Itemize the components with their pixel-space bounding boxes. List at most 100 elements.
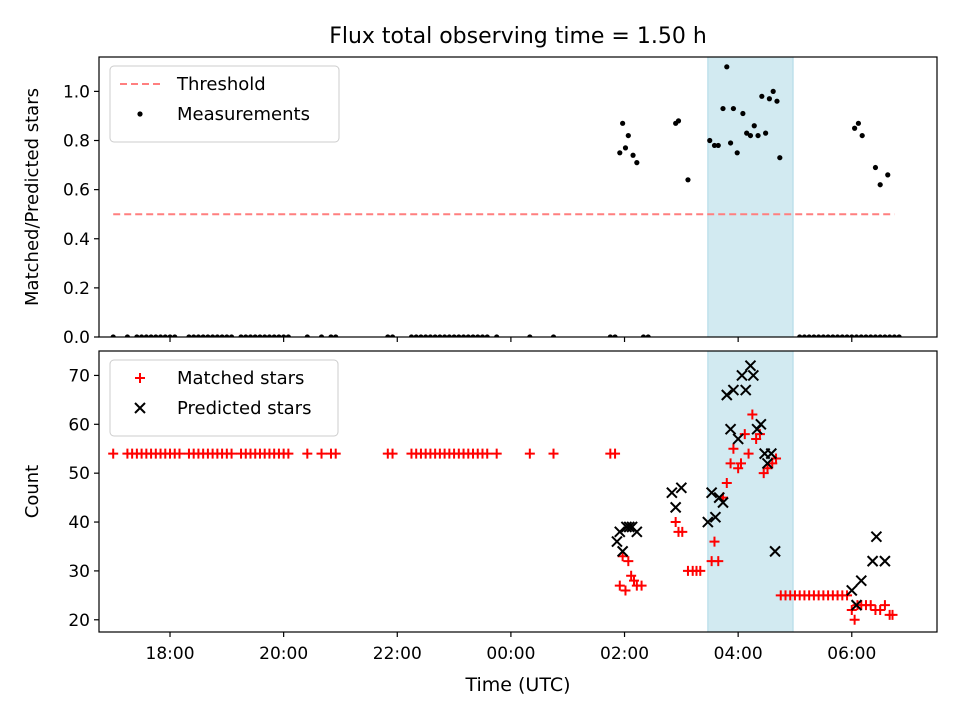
data-point — [872, 334, 879, 337]
data-point — [285, 334, 291, 337]
plus-point — [879, 600, 890, 611]
data-point — [162, 334, 168, 337]
data-point — [167, 334, 173, 337]
x-axis-label: Time (UTC) — [464, 674, 570, 696]
data-point — [243, 334, 249, 337]
data-point — [228, 334, 235, 337]
plus-point — [482, 448, 493, 459]
data-point — [423, 334, 429, 337]
y-tick-label: 50 — [68, 464, 90, 484]
data-point — [214, 334, 220, 337]
data-point — [770, 88, 776, 94]
data-point — [389, 334, 396, 337]
x-point — [846, 584, 858, 597]
plus-point — [849, 614, 860, 625]
plus-point — [174, 448, 185, 459]
x-point — [736, 369, 748, 382]
plus-point — [636, 580, 647, 591]
plus-point — [283, 448, 294, 459]
legend: Matched stars Predicted stars — [109, 359, 339, 437]
data-point — [451, 334, 457, 337]
data-point — [262, 334, 268, 337]
data-point — [252, 334, 258, 337]
data-point — [607, 334, 613, 337]
data-point — [747, 132, 754, 139]
data-point — [224, 334, 230, 337]
legend-box — [109, 359, 339, 437]
x-tick-label: 06:00 — [827, 644, 876, 664]
plus-point — [108, 448, 119, 459]
data-point — [271, 334, 277, 337]
data-point — [494, 334, 500, 337]
data-point — [550, 334, 557, 337]
data-point — [797, 334, 803, 337]
data-point — [124, 334, 131, 337]
data-point — [612, 334, 618, 337]
data-point — [806, 334, 812, 337]
data-point — [877, 334, 883, 337]
data-point — [139, 334, 145, 337]
data-point — [811, 334, 817, 337]
legend-marker — [134, 402, 146, 414]
data-point — [763, 130, 769, 136]
data-point — [257, 334, 263, 337]
plus-point — [725, 458, 736, 469]
figure-title: Flux total observing time = 1.50 h — [329, 24, 707, 49]
data-point — [465, 334, 471, 337]
y-tick-label: 20 — [68, 611, 90, 631]
y-axis-label: Count — [22, 465, 43, 518]
data-point — [859, 132, 865, 139]
legend-entry: Predicted stars — [134, 398, 311, 419]
data-point — [205, 334, 211, 337]
data-point — [777, 155, 783, 161]
data-point — [625, 132, 631, 139]
x-point — [866, 555, 879, 567]
x-point — [850, 599, 863, 611]
legend-entry: Measurements — [137, 104, 310, 125]
legend-label: Measurements — [177, 104, 310, 125]
plus-point — [865, 600, 876, 611]
data-point — [157, 334, 164, 337]
data-point — [855, 120, 862, 126]
plus-point — [614, 580, 625, 591]
data-point — [456, 334, 462, 337]
x-tick-label: 22:00 — [373, 644, 422, 664]
legend-box — [109, 65, 340, 143]
data-point — [715, 142, 721, 149]
plus-point — [739, 429, 750, 440]
legend-entry: Threshold — [120, 74, 266, 95]
data-point — [844, 334, 850, 337]
x-point — [761, 457, 774, 470]
x-point — [740, 384, 752, 396]
data-point — [328, 334, 334, 337]
plus-point — [617, 551, 628, 562]
legend-entry: Matched stars — [135, 368, 304, 389]
data-point — [707, 137, 713, 144]
x-point — [755, 418, 767, 431]
data-point — [622, 145, 629, 151]
data-point — [720, 105, 726, 112]
data-point — [527, 334, 533, 337]
data-point — [437, 334, 443, 337]
data-point — [774, 98, 780, 104]
data-point — [186, 334, 192, 337]
data-point — [219, 334, 225, 337]
data-point — [172, 334, 178, 337]
x-point — [765, 447, 778, 460]
y-tick-label: 40 — [68, 513, 90, 533]
x-point — [721, 389, 733, 401]
data-point — [418, 334, 424, 337]
data-point — [766, 96, 773, 102]
plus-point — [330, 448, 341, 459]
data-point — [630, 152, 636, 158]
plus-point — [387, 448, 398, 459]
data-point — [730, 105, 737, 112]
y-tick-label: 0.4 — [63, 230, 90, 250]
series-measurements — [110, 64, 902, 337]
x-tick-label: 00:00 — [486, 644, 535, 664]
data-point — [281, 334, 287, 337]
x-point — [666, 487, 678, 499]
data-point — [834, 334, 841, 337]
plus-point — [721, 477, 732, 488]
